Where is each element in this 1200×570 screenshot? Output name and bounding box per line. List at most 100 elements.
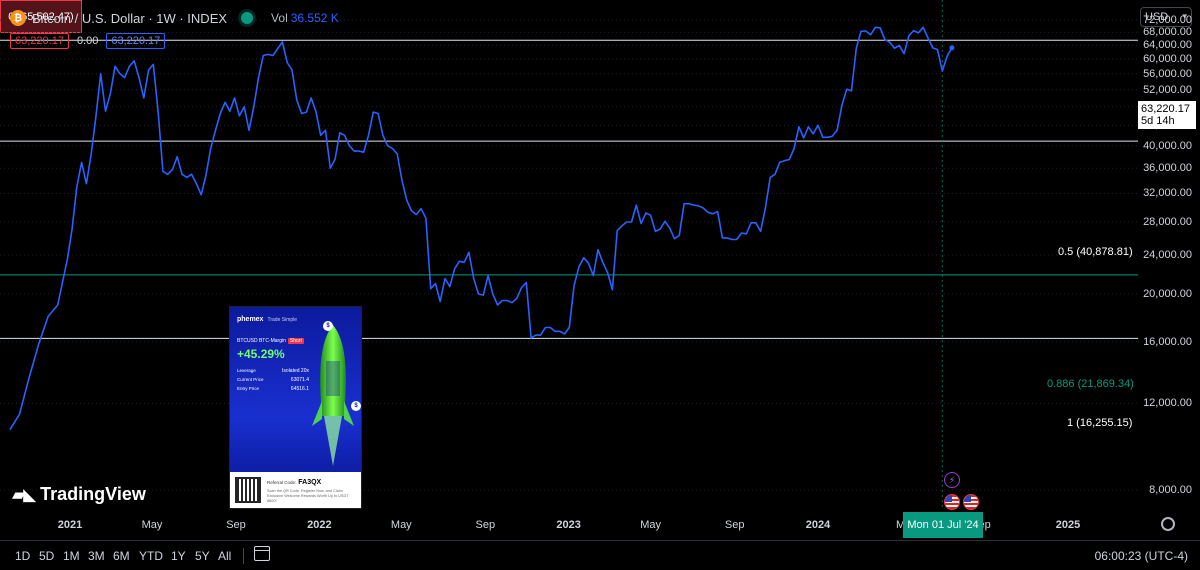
- y-tick-label: 28,000.00: [1143, 216, 1192, 229]
- x-tick-label: May: [390, 519, 412, 531]
- bottom-toolbar: 1D 5D 1M 3M 6M YTD 1Y 5Y All 06:00:23 (U…: [0, 540, 1200, 570]
- currency-label: USD: [1145, 11, 1169, 23]
- ad-row-leverage: Leverage Isolated 20x: [237, 368, 309, 374]
- ad-row-entry: Entry Price 64516.1: [237, 386, 309, 392]
- sell-price-box[interactable]: 63,220.17: [10, 33, 69, 49]
- range-6m-button[interactable]: 6M: [113, 549, 130, 563]
- range-1d-button[interactable]: 1D: [15, 549, 31, 563]
- gear-icon[interactable]: [1161, 517, 1175, 531]
- qr-code-icon: [235, 477, 261, 503]
- chart-header: ₿ Bitcoin / U.S. Dollar · 1W · INDEX Vol…: [10, 8, 339, 28]
- y-tick-label: 24,000.00: [1143, 249, 1192, 261]
- tradingview-mark-icon: ▰◣: [12, 484, 36, 504]
- y-tick-label: 52,000.00: [1143, 83, 1192, 96]
- current-price-label: 63,220.17 5d 14h: [1138, 101, 1196, 129]
- ad-current-value: 63071.4: [290, 377, 309, 383]
- rocket-icon: [312, 325, 354, 466]
- ad-pair-name: BTCUSD BTC-Margin: [237, 338, 286, 344]
- us-flag-event-icon[interactable]: [944, 494, 960, 510]
- toolbar-divider: [243, 548, 244, 564]
- fib-label-0-886[interactable]: 0.886 (21,869.34): [1047, 378, 1134, 390]
- current-price-value: 63,220.17: [1141, 103, 1190, 115]
- bar-countdown: 5d 14h: [1141, 115, 1175, 127]
- ad-side-badge: Short: [287, 338, 304, 344]
- logo-text: TradingView: [40, 484, 146, 504]
- y-tick-label: 20,000.00: [1143, 287, 1192, 300]
- spread-value: 0.00: [76, 35, 99, 47]
- coin-icon: $: [323, 321, 333, 331]
- range-3m-button[interactable]: 3M: [88, 549, 105, 563]
- symbol-title[interactable]: Bitcoin / U.S. Dollar · 1W · INDEX: [32, 10, 228, 26]
- phemex-ad-card[interactable]: phemex Trade Simple BTCUSD BTC-Margin Shor…: [229, 306, 362, 509]
- range-5y-button[interactable]: 5Y: [195, 549, 210, 563]
- ad-pair: BTCUSD BTC-Margin Short: [237, 338, 304, 344]
- y-tick-label: 8,000.00: [1149, 484, 1192, 496]
- buy-price-box[interactable]: 63,220.17: [106, 33, 166, 49]
- y-tick-label: 64,000.00: [1143, 39, 1192, 52]
- x-tick-label: May: [640, 519, 662, 531]
- x-tick-label: 2023: [556, 519, 581, 531]
- ad-ref-label: Referral Code:: [267, 480, 297, 485]
- y-tick-label: 16,000.00: [1143, 335, 1192, 348]
- volume-value: 36.552 K: [290, 11, 339, 25]
- chevron-down-icon: ▾: [1182, 11, 1187, 21]
- range-1m-button[interactable]: 1M: [63, 549, 80, 563]
- x-tick-label: M: [896, 519, 906, 531]
- chart-gridlines: [0, 19, 1138, 491]
- clock-timezone[interactable]: 06:00:23 (UTC-4): [1094, 549, 1188, 563]
- range-ytd-button[interactable]: YTD: [139, 549, 163, 563]
- price-legend: 63,220.17 0.00 63,220.17: [10, 33, 166, 49]
- ad-footer: Referral Code: FA3QX Scan the QR Code, Re…: [230, 472, 361, 508]
- ad-pnl-percent: +45.29%: [237, 347, 285, 361]
- last-price-point: [949, 45, 955, 51]
- x-tick-label: May: [141, 519, 163, 531]
- fib-levels: [0, 39, 1138, 339]
- ad-entry-label: Entry Price: [237, 386, 260, 391]
- ad-fine-print: Scan the QR Code, Register Now, and Clai…: [267, 489, 349, 503]
- y-tick-label: 36,000.00: [1143, 162, 1192, 175]
- ad-brand-sub: Trade Simple: [267, 317, 298, 323]
- price-chart[interactable]: [0, 0, 1200, 540]
- y-tick-label: 12,000.00: [1143, 397, 1192, 410]
- volume-label: Vol: [271, 11, 288, 25]
- x-tick-label: Sep: [724, 519, 745, 531]
- currency-select[interactable]: USD ▾: [1140, 7, 1192, 27]
- y-tick-label: 40,000.00: [1143, 139, 1192, 152]
- ad-leverage-value: Isolated 20x: [282, 368, 309, 374]
- x-tick-label: Sep: [475, 519, 496, 531]
- ad-brand-name: phemex: [237, 316, 264, 323]
- ad-current-label: Current Price: [237, 377, 264, 382]
- series-line-btcusd: [9, 26, 953, 431]
- flash-event-icon[interactable]: ⚡: [944, 472, 960, 488]
- y-tick-label: 56,000.00: [1143, 67, 1192, 80]
- ad-ref-code: FA3QX: [298, 479, 322, 486]
- x-tick-label: 2025: [1055, 519, 1081, 531]
- crosshair-date-label: Mon 01 Jul '24: [903, 512, 983, 538]
- y-tick-label: 60,000.00: [1143, 52, 1192, 65]
- ad-entry-value: 64516.1: [290, 386, 309, 392]
- y-tick-label: 32,000.00: [1143, 187, 1192, 200]
- y-tick-label: 72,000.00: [1143, 14, 1192, 26]
- price-axis[interactable]: 8,000.00 12,000.00 16,000.00 20,000.00 24,00…: [1138, 0, 1200, 510]
- ad-brand: phemex Trade Simple: [237, 316, 297, 323]
- bitcoin-icon: ₿: [10, 10, 26, 26]
- coin-icon: $: [351, 401, 361, 411]
- range-1y-button[interactable]: 1Y: [171, 549, 186, 563]
- calendar-goto-icon[interactable]: [254, 546, 270, 561]
- range-all-button[interactable]: All: [218, 549, 232, 563]
- ad-leverage-label: Leverage: [237, 368, 256, 373]
- ad-row-current: Current Price 63071.4: [237, 377, 309, 383]
- volume-legend: Vol 36.552 K: [271, 11, 339, 25]
- x-tick-label: 2024: [805, 519, 831, 531]
- fib-label-0-5[interactable]: 0.5 (40,878.81): [1058, 246, 1133, 258]
- ad-referral: Referral Code: FA3QX: [267, 479, 321, 486]
- x-tick-label: 2022: [307, 519, 332, 531]
- us-flag-event-icon[interactable]: [963, 494, 979, 510]
- x-tick-label: Sep: [226, 519, 246, 531]
- y-tick-label: 68,000.00: [1143, 26, 1192, 39]
- market-status-icon[interactable]: [241, 12, 254, 24]
- range-5d-button[interactable]: 5D: [39, 549, 55, 563]
- fib-label-1[interactable]: 1 (16,255.15): [1067, 417, 1133, 429]
- tradingview-logo[interactable]: ▰◣ TradingView: [12, 484, 146, 505]
- x-tick-label: 2021: [57, 519, 83, 531]
